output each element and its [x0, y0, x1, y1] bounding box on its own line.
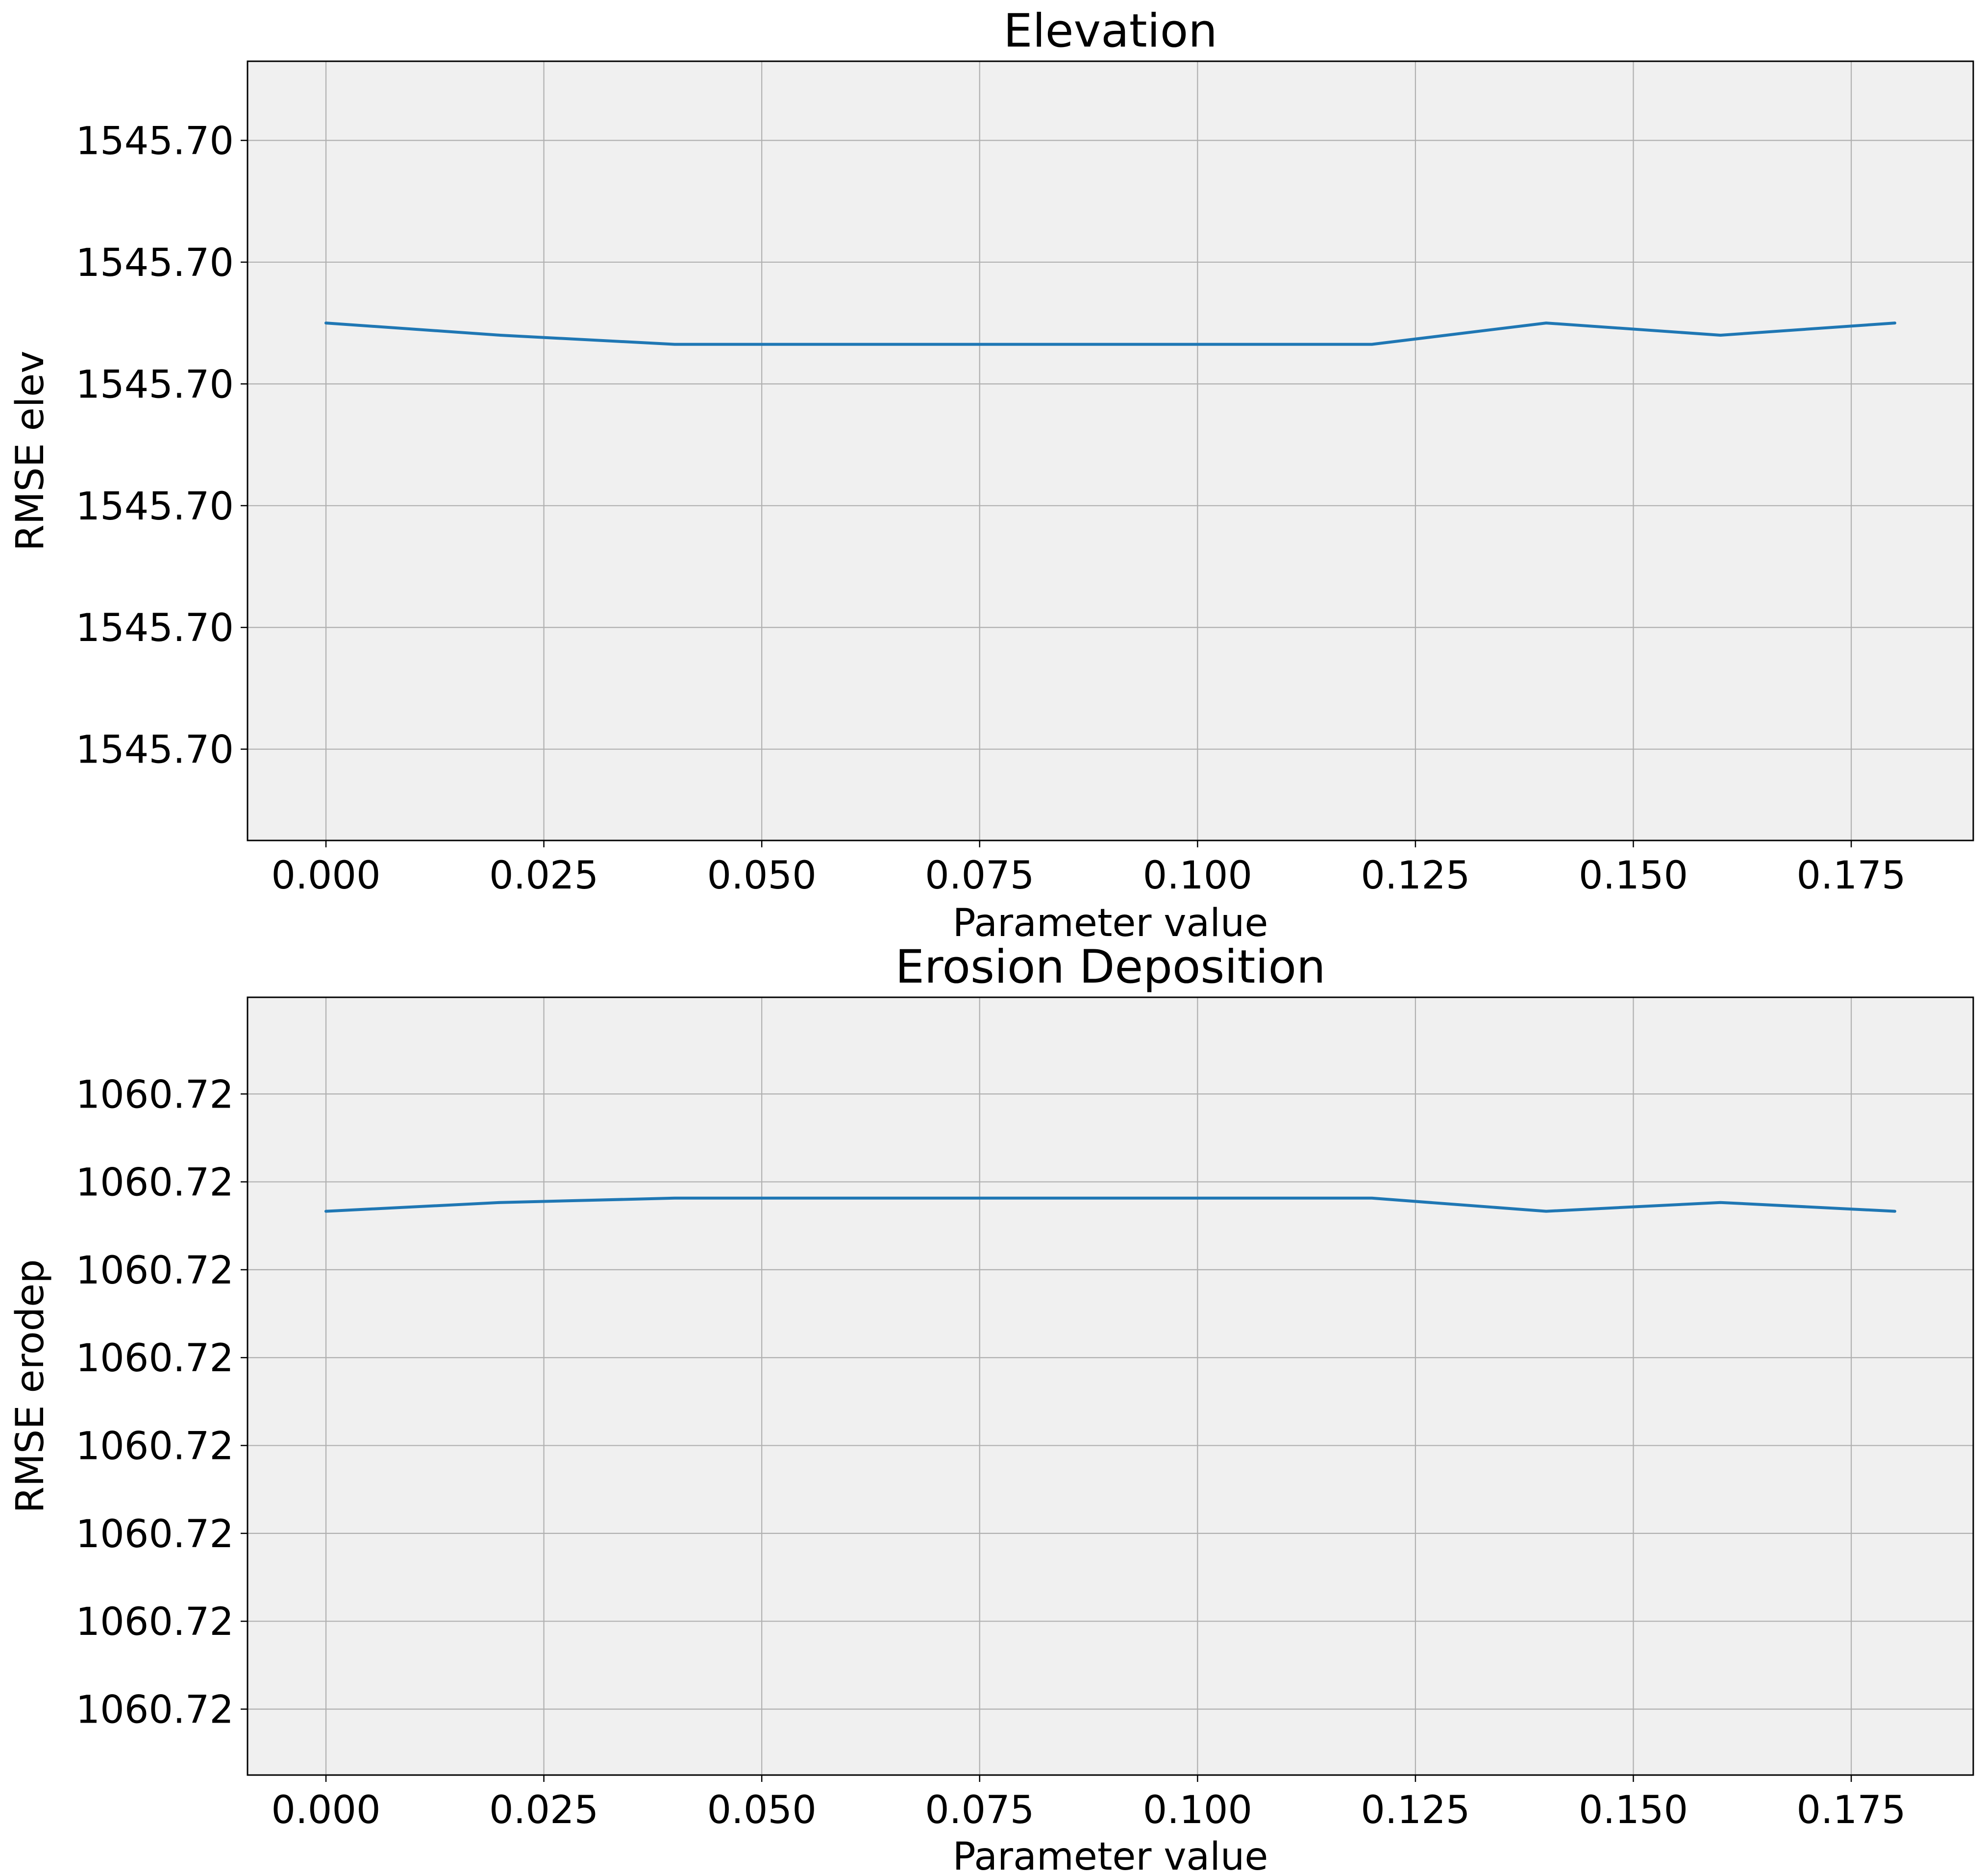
x-tick-label: 0.125	[1361, 854, 1470, 898]
x-tick-label: 0.100	[1143, 1788, 1252, 1832]
x-tick-label: 0.075	[925, 854, 1034, 898]
x-tick-label: 0.100	[1143, 854, 1252, 898]
erosion-deposition-chart: 0.000 0.025 0.050 0.075 0.100 0.125 0.150 0.175…	[8, 940, 1974, 1876]
series-line	[324, 1196, 1896, 1213]
x-axis-label: Parameter value	[953, 901, 1268, 945]
x-tick-label: 0.025	[489, 854, 598, 898]
x-tick-label: 0.150	[1579, 1788, 1688, 1832]
y-tick-label: 1060.72	[75, 1073, 234, 1117]
x-tick-label: 0.175	[1796, 1788, 1906, 1832]
plot-area	[248, 997, 1973, 1775]
y-tick-label: 1545.70	[75, 363, 234, 407]
y-tick-label: 1060.72	[75, 1249, 234, 1293]
y-tick-label: 1545.70	[75, 606, 234, 650]
y-tick-label: 1060.72	[75, 1512, 234, 1556]
x-tick-label: 0.000	[271, 854, 380, 898]
plot-frame	[247, 996, 1974, 1776]
chart-title: Erosion Deposition	[895, 940, 1325, 994]
x-tick-label: 0.000	[271, 1788, 380, 1832]
y-tick-label: 1545.70	[75, 241, 234, 285]
y-tick-label: 1545.70	[75, 485, 234, 529]
x-tick-label: 0.075	[925, 1788, 1034, 1832]
elevation-chart: 0.000 0.025 0.050 0.075 0.100 0.125 0.150 0.175…	[8, 4, 1974, 945]
y-tick-label: 1060.72	[75, 1600, 234, 1644]
x-tick-label: 0.125	[1361, 1788, 1470, 1832]
plot-frame	[247, 60, 1974, 841]
y-tick-label: 1060.72	[75, 1688, 234, 1732]
y-tick-label: 1060.72	[75, 1425, 234, 1469]
y-axis-label: RMSE erodep	[8, 1259, 52, 1513]
chart-title: Elevation	[1003, 4, 1217, 58]
series-line	[324, 321, 1896, 346]
y-tick-label: 1060.72	[75, 1161, 234, 1205]
y-axis-label: RMSE elev	[8, 351, 52, 551]
x-tick-label: 0.050	[707, 854, 817, 898]
x-tick-label: 0.175	[1796, 854, 1906, 898]
y-tick-label: 1060.72	[75, 1336, 234, 1381]
x-axis-label: Parameter value	[953, 1835, 1268, 1876]
y-tick-label: 1545.70	[75, 728, 234, 772]
x-tick-label: 0.050	[707, 1788, 817, 1832]
x-tick-label: 0.025	[489, 1788, 598, 1832]
y-tick-label: 1545.70	[75, 119, 234, 163]
plot-area	[248, 61, 1973, 840]
x-tick-label: 0.150	[1579, 854, 1688, 898]
